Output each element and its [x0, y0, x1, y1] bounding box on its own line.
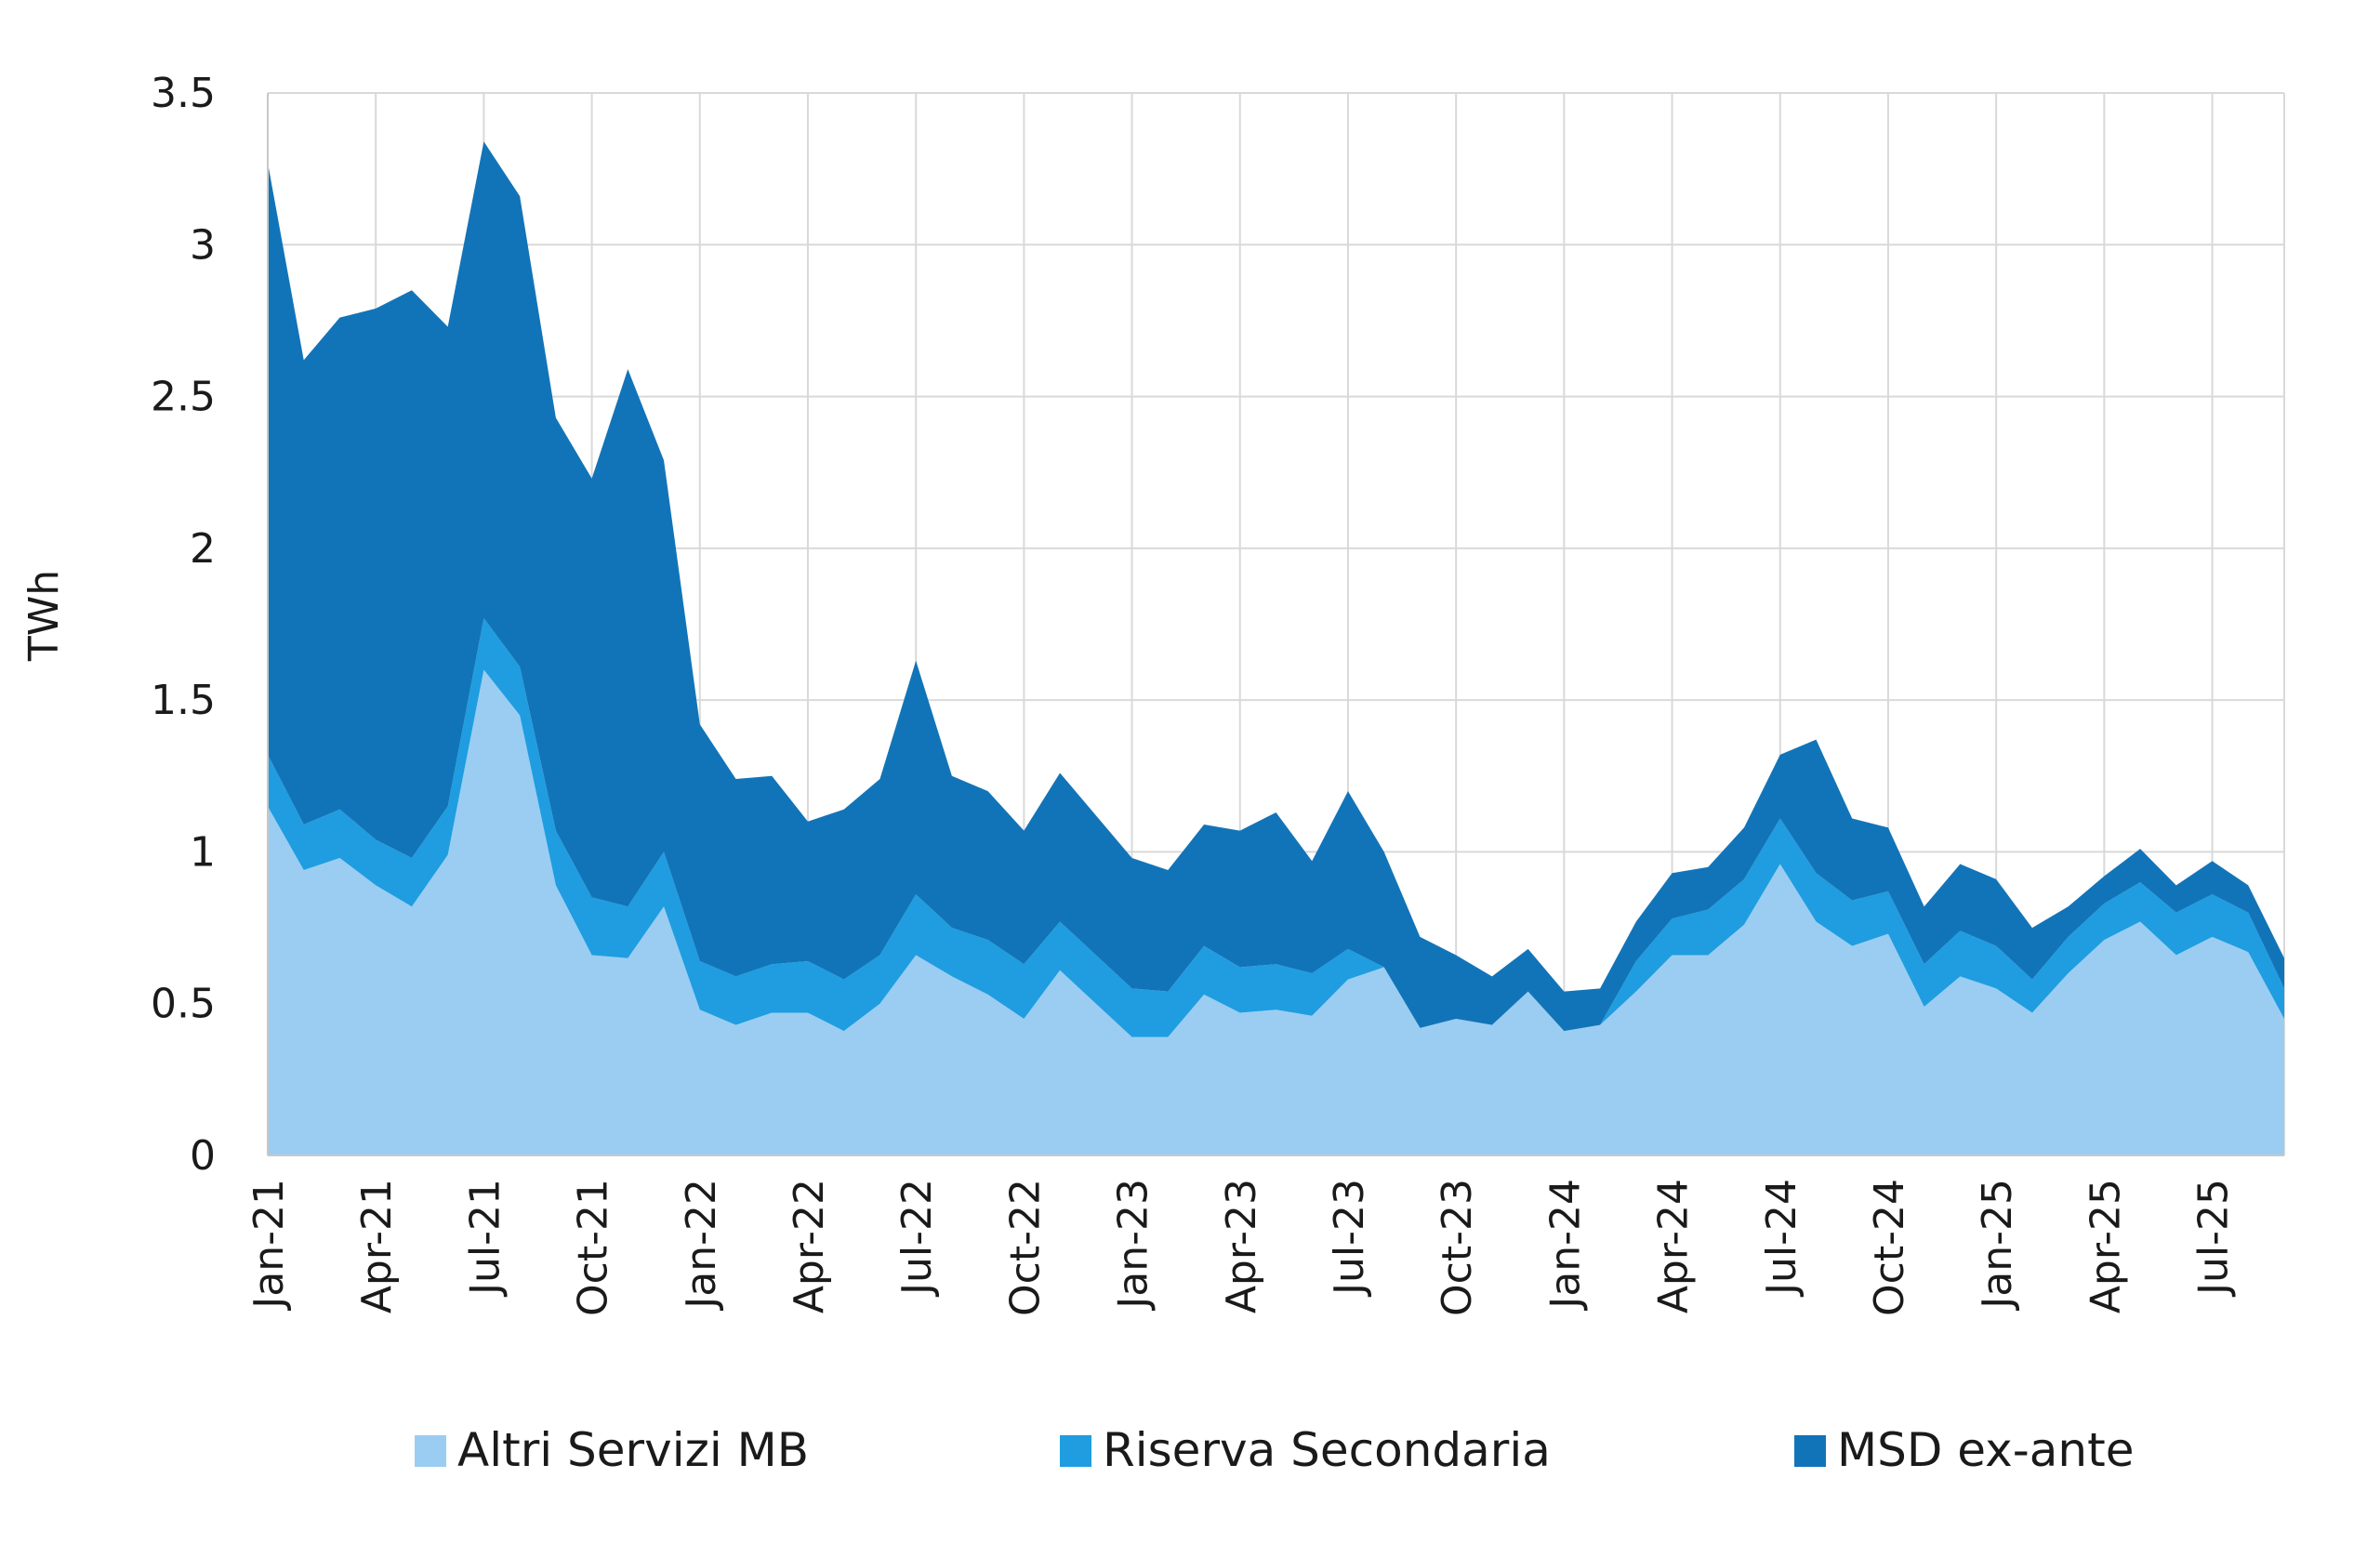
area-series-3 — [268, 141, 2284, 1032]
legend-item-2: Riserva Secondaria — [1060, 1423, 1551, 1477]
y-tick-label-6: 3 — [190, 221, 216, 269]
x-tick-label-8: Jan-23 — [1110, 1179, 1157, 1312]
legend-label-3: MSD ex-ante — [1837, 1423, 2134, 1477]
y-tick-label-2: 1 — [190, 828, 216, 876]
legend-label-2: Riserva Secondaria — [1103, 1423, 1551, 1477]
area-series-1 — [268, 669, 2284, 1155]
x-tick-label-0: Jan-21 — [245, 1179, 293, 1312]
y-tick-label-0: 0 — [190, 1132, 216, 1180]
x-tick-label-6: Jul-22 — [893, 1179, 941, 1298]
x-tick-label-17: Apr-25 — [2082, 1179, 2129, 1313]
y-tick-label-3: 1.5 — [151, 677, 216, 724]
x-tick-label-9: Apr-23 — [1218, 1179, 1265, 1313]
y-axis-title: TWh — [20, 570, 68, 662]
x-tick-label-14: Jul-24 — [1758, 1179, 1805, 1298]
y-tick-label-4: 2 — [190, 525, 216, 573]
x-tick-label-18: Jul-25 — [2190, 1179, 2238, 1298]
legend-swatch-2 — [1060, 1435, 1091, 1467]
series-areas — [268, 141, 2284, 1155]
x-tick-label-15: Oct-24 — [1866, 1179, 1913, 1316]
x-tick-label-13: Apr-24 — [1650, 1179, 1698, 1313]
legend-swatch-3 — [1794, 1435, 1826, 1467]
legend-label-1: Altri Servizi MB — [457, 1423, 809, 1477]
x-tick-label-10: Jul-23 — [1326, 1179, 1373, 1298]
legend-swatch-1 — [415, 1435, 446, 1467]
x-tick-label-5: Apr-22 — [786, 1179, 833, 1313]
legend-item-3: MSD ex-ante — [1794, 1423, 2134, 1477]
x-tick-label-11: Oct-23 — [1434, 1179, 1481, 1316]
axes — [267, 93, 2284, 1156]
legend-item-1: Altri Servizi MB — [415, 1423, 809, 1477]
x-tick-label-12: Jan-24 — [1541, 1179, 1589, 1312]
y-tick-label-1: 0.5 — [151, 981, 216, 1028]
x-tick-label-16: Jan-25 — [1974, 1179, 2021, 1312]
legend: Altri Servizi MB Riserva Secondaria MSD ex… — [415, 1423, 2134, 1477]
x-tick-label-4: Jan-22 — [678, 1179, 725, 1312]
x-tick-label-1: Apr-21 — [353, 1179, 401, 1313]
y-tick-label-5: 2.5 — [151, 374, 216, 421]
x-tick-label-3: Oct-21 — [570, 1179, 617, 1316]
x-tick-label-7: Oct-22 — [1001, 1179, 1049, 1316]
y-tick-label-7: 3.5 — [151, 70, 216, 117]
y-axis-tick-labels: 0 0.5 1 1.5 2 2.5 3 3.5 — [151, 70, 216, 1180]
x-axis-tick-labels: Jan-21 Apr-21 Jul-21 Oct-21 Jan-22 Apr-22 Jul-… — [245, 1179, 2238, 1316]
x-tick-label-2: Jul-21 — [461, 1179, 509, 1298]
